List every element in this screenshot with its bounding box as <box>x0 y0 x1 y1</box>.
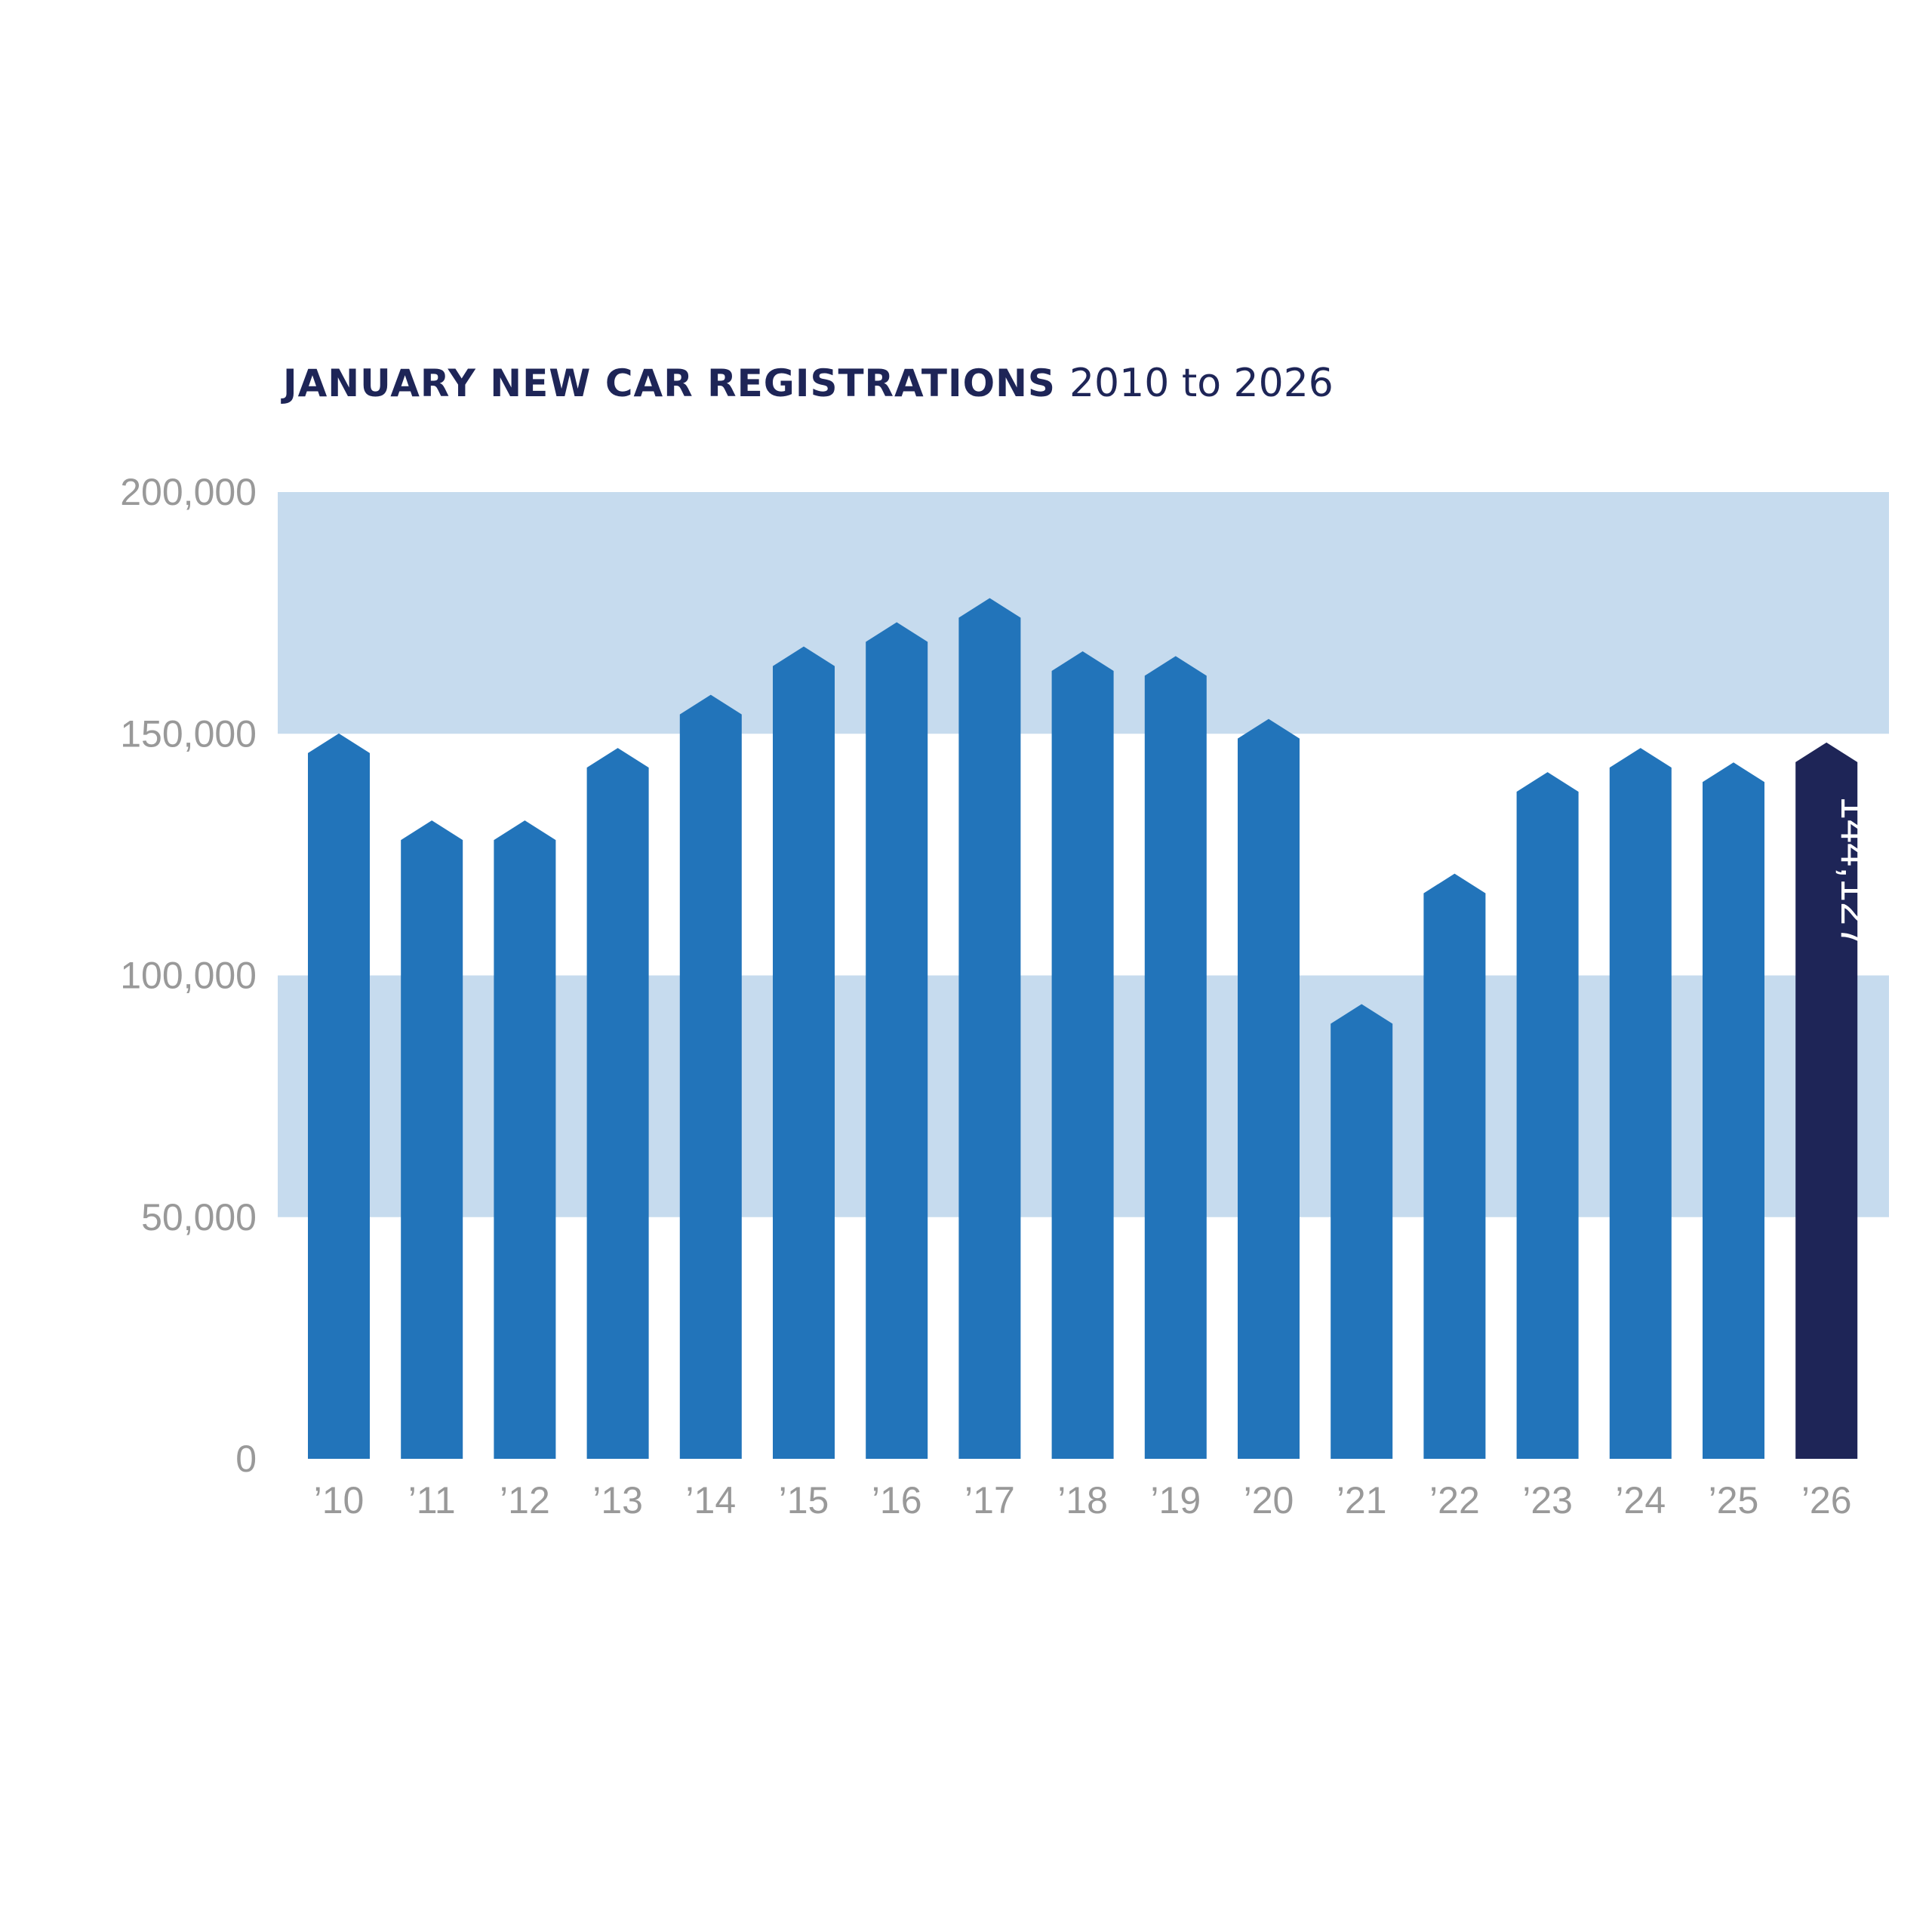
bar <box>773 646 835 1459</box>
x-tick-label: ’23 <box>1522 1479 1573 1521</box>
bar <box>308 733 370 1459</box>
bar <box>866 622 928 1460</box>
chart-title: JANUARY NEW CAR REGISTRATIONS 2010 to 202… <box>281 361 1334 406</box>
x-tick-label: ’10 <box>314 1479 365 1521</box>
bar <box>1703 762 1764 1459</box>
bar <box>1609 748 1672 1459</box>
x-tick-label: ’24 <box>1615 1479 1666 1521</box>
bar <box>1423 873 1486 1459</box>
x-tick-label: ’18 <box>1057 1479 1108 1521</box>
bar <box>1331 1004 1393 1459</box>
y-axis-ticks: 0 50,000 100,000 150,000 200,000 <box>120 471 257 1480</box>
x-tick-label: ’16 <box>872 1479 922 1521</box>
bar <box>1144 656 1207 1459</box>
y-tick-label: 100,000 <box>120 955 257 997</box>
x-tick-label: ’17 <box>964 1479 1015 1521</box>
chart-title-rest: 2010 to 2026 <box>1069 361 1334 406</box>
y-tick-label: 0 <box>235 1438 257 1480</box>
bar <box>494 820 556 1459</box>
x-axis-ticks: ’10 ’11 ’12 ’13 ’14 ’15 ’16 ’17 ’18 ’19 ’20 ’21 ’22 ’… <box>314 1479 1852 1521</box>
chart-title-bold: JANUARY NEW CAR REGISTRATIONS <box>281 361 1056 405</box>
x-tick-label: ’22 <box>1429 1479 1480 1521</box>
bar <box>1516 772 1579 1459</box>
x-tick-label: ’26 <box>1801 1479 1852 1521</box>
data-labels: 144,127 <box>1832 796 1880 949</box>
y-tick-label: 150,000 <box>120 712 257 755</box>
y-tick-label: 50,000 <box>141 1196 257 1238</box>
bar <box>401 820 463 1459</box>
y-tick-label: 200,000 <box>120 471 257 513</box>
bar <box>679 694 742 1459</box>
x-tick-label: ’11 <box>408 1479 456 1521</box>
bar <box>586 748 649 1459</box>
x-tick-label: ’20 <box>1244 1479 1294 1521</box>
bar <box>1795 742 1858 1459</box>
x-tick-label: ’21 <box>1337 1479 1387 1521</box>
x-tick-label: ’19 <box>1150 1479 1201 1521</box>
x-tick-label: ’15 <box>779 1479 829 1521</box>
data-label: 144,127 <box>1832 796 1880 949</box>
bar <box>1051 651 1114 1459</box>
bar <box>1238 718 1300 1459</box>
x-tick-label: ’13 <box>592 1479 643 1521</box>
bar <box>958 598 1021 1459</box>
bars <box>308 598 1858 1460</box>
x-tick-label: ’14 <box>685 1479 736 1521</box>
x-tick-label: ’25 <box>1709 1479 1759 1521</box>
x-tick-label: ’12 <box>500 1479 550 1521</box>
